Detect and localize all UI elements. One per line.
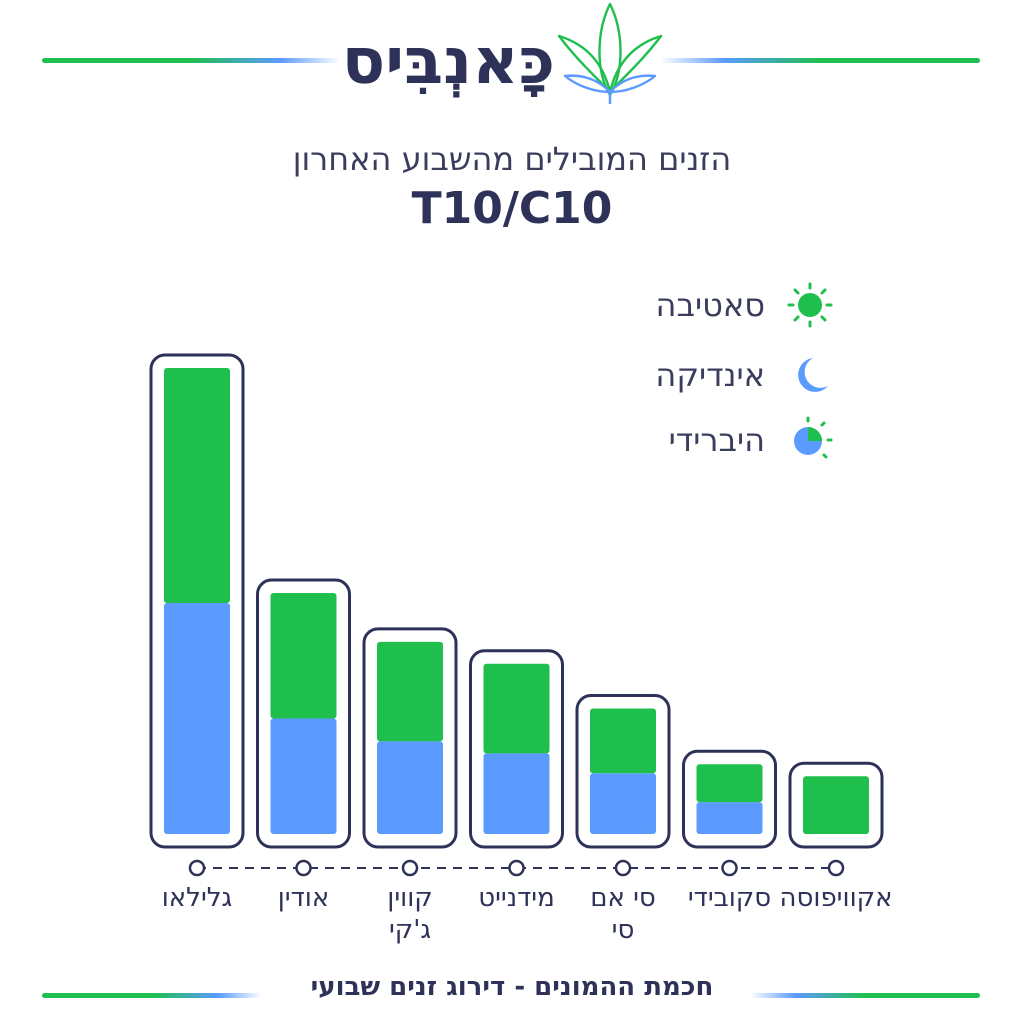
bar-segment-indica bbox=[483, 753, 550, 834]
bar-segment-indica bbox=[377, 741, 443, 834]
bar-segment-indica bbox=[696, 802, 763, 834]
cannabis-leaf-logo-icon bbox=[557, 2, 663, 104]
header-line-right bbox=[660, 58, 980, 63]
axis-marker bbox=[508, 859, 525, 877]
legend-item-indica: אינדיקה bbox=[600, 350, 840, 400]
bar-segment-sativa bbox=[483, 663, 550, 754]
axis-marker bbox=[614, 859, 632, 877]
legend-label: סאטיבה bbox=[655, 286, 765, 324]
header-line-left bbox=[42, 58, 340, 63]
bar-segment-sativa bbox=[270, 593, 337, 719]
axis-marker bbox=[827, 859, 845, 877]
x-tick-label: גלילאו bbox=[161, 883, 233, 913]
moon-icon bbox=[798, 358, 828, 392]
sun-icon bbox=[787, 282, 833, 328]
axis-marker bbox=[401, 859, 419, 877]
bar-segment-sativa bbox=[696, 764, 763, 803]
bar-segment-sativa bbox=[803, 776, 869, 834]
x-tick-label: אקוויפוסה bbox=[779, 883, 893, 913]
x-tick-label: קווין ג'קי bbox=[387, 883, 433, 945]
axis-marker bbox=[721, 859, 738, 877]
bar-segment-sativa bbox=[590, 708, 656, 774]
x-tick-label: סקובידי bbox=[687, 883, 772, 913]
x-tick-label: מידנייט bbox=[478, 883, 555, 913]
legend-label: אינדיקה bbox=[655, 356, 765, 394]
half-sun-moon-icon bbox=[794, 416, 833, 459]
footer-caption: חכמת ההמונים - דירוג זנים שבועי bbox=[310, 972, 714, 1002]
chart-title: T10/C10 bbox=[411, 183, 613, 234]
bar-segment-sativa bbox=[377, 641, 443, 742]
axis-marker bbox=[295, 859, 312, 877]
bar-segment-sativa bbox=[164, 367, 230, 603]
brand-name: כָּאנְבִּיס bbox=[341, 25, 555, 99]
axis-marker bbox=[188, 859, 206, 877]
x-tick-label: סי אם סי bbox=[590, 883, 656, 945]
bar-segment-indica bbox=[590, 773, 656, 834]
legend-label: היברידי bbox=[668, 421, 765, 459]
bar-segment-indica bbox=[164, 602, 230, 834]
footer-line-left bbox=[42, 993, 262, 998]
bar-segment-indica bbox=[270, 718, 337, 834]
chart-subtitle: הזנים המובילים מהשבוע האחרון bbox=[292, 140, 732, 178]
x-tick-label: אודין bbox=[277, 883, 330, 913]
footer-line-right bbox=[750, 993, 980, 998]
legend-item-sativa: סאטיבה bbox=[600, 280, 840, 330]
legend-item-hybrid: היברידי bbox=[600, 415, 840, 465]
